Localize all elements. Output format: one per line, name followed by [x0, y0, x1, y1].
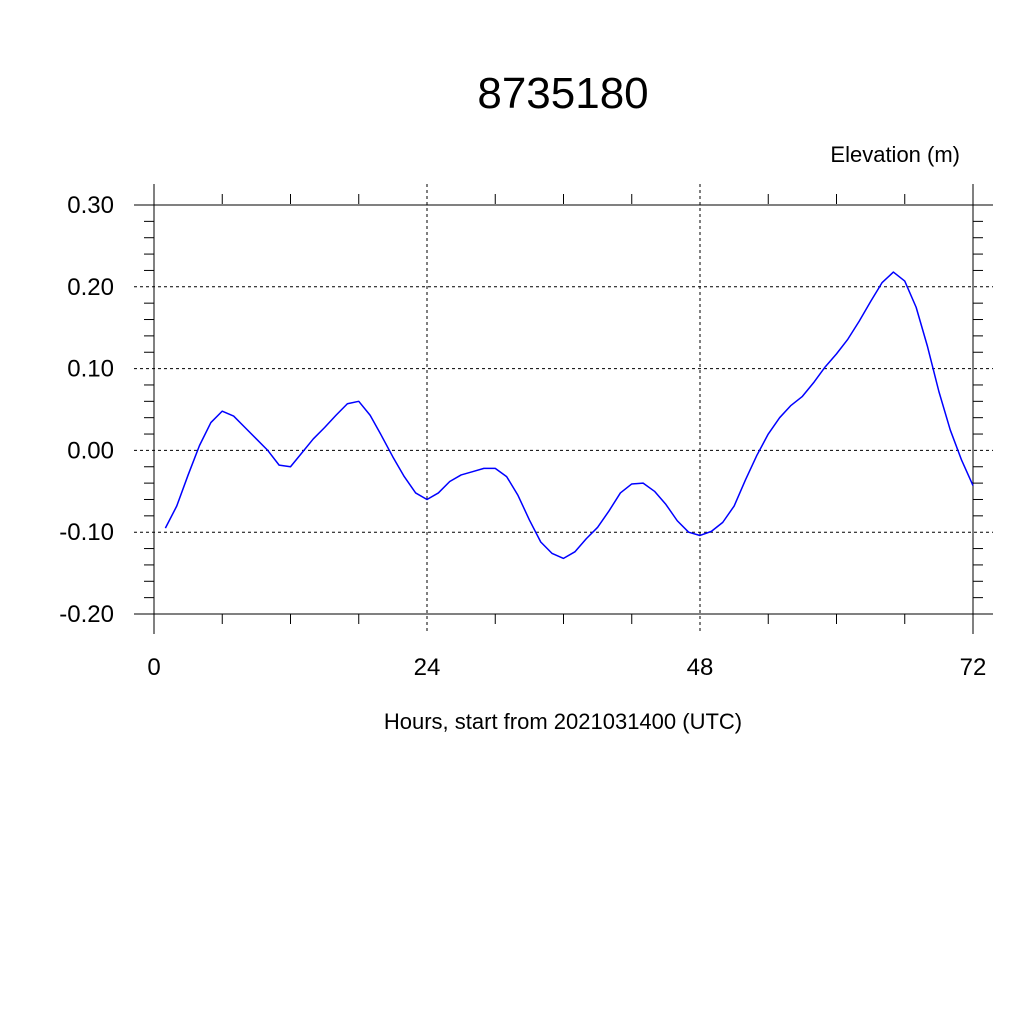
- grid-lines: [134, 184, 993, 634]
- x-axis-label: Hours, start from 2021031400 (UTC): [384, 709, 742, 734]
- tick-labels: 0.30 0.20 0.10 0.00 -0.10 -0.20 0 24 48 72: [59, 192, 986, 681]
- series-line: [164, 271, 974, 560]
- x-tick-label: 24: [414, 654, 441, 681]
- y-tick-label: 0.10: [67, 356, 114, 383]
- series-layer: [164, 271, 974, 560]
- chart-title: 8735180: [477, 69, 648, 118]
- minor-ticks: [144, 194, 983, 624]
- y-tick-label: -0.20: [59, 601, 114, 628]
- y-axis-label: Elevation (m): [830, 142, 960, 167]
- y-tick-label: 0.00: [67, 437, 114, 464]
- x-tick-label: 48: [687, 654, 714, 681]
- y-tick-label: 0.20: [67, 274, 114, 301]
- y-tick-label: 0.30: [67, 192, 114, 219]
- y-tick-label: -0.10: [59, 519, 114, 546]
- x-tick-label: 0: [147, 654, 160, 681]
- x-tick-label: 72: [960, 654, 987, 681]
